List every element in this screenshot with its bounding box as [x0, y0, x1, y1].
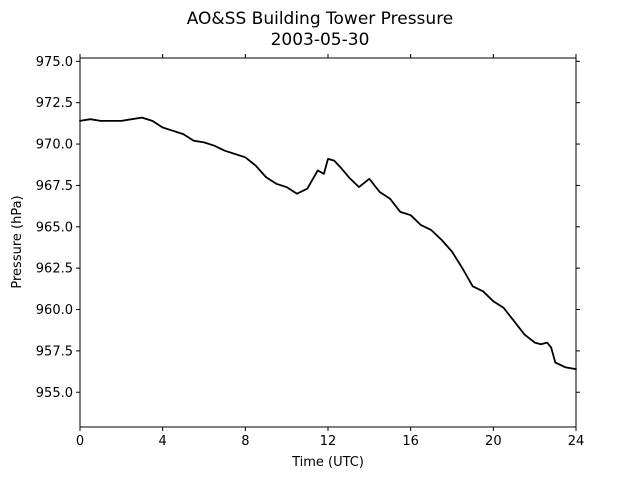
y-axis-label: Pressure (hPa) — [10, 195, 25, 288]
y-tick-label: 970.0 — [36, 138, 73, 153]
plot-frame — [79, 57, 577, 428]
y-tick-label: 975.0 — [36, 55, 73, 70]
y-tick-label: 962.5 — [36, 262, 73, 277]
y-tick-label: 967.5 — [36, 179, 73, 194]
x-tick-label: 4 — [159, 434, 167, 449]
plot-area — [80, 58, 576, 427]
y-axis-ticks: 955.0 957.5 960.0 962.5 965.0 967.5 970.0 972.5… — [36, 55, 580, 401]
x-tick-label: 8 — [241, 434, 249, 449]
y-tick-label: 955.0 — [36, 386, 73, 401]
x-tick-label: 16 — [402, 434, 419, 449]
y-tick-label: 957.5 — [36, 344, 73, 359]
y-tick-label: 972.5 — [36, 96, 73, 111]
chart-title: AO&SS Building Tower Pressure — [187, 9, 454, 29]
pressure-series-line — [79, 116, 577, 370]
x-tick-label: 0 — [76, 434, 84, 449]
y-tick-label: 965.0 — [36, 220, 73, 235]
x-tick-label: 20 — [485, 434, 502, 449]
y-tick-label: 960.0 — [36, 303, 73, 318]
chart-subtitle: 2003-05-30 — [271, 30, 370, 50]
x-tick-label: 12 — [320, 434, 337, 449]
x-axis-label: Time (UTC) — [291, 455, 364, 470]
x-tick-label: 24 — [568, 434, 585, 449]
x-axis-ticks: 0 4 8 12 16 20 24 — [76, 54, 584, 449]
